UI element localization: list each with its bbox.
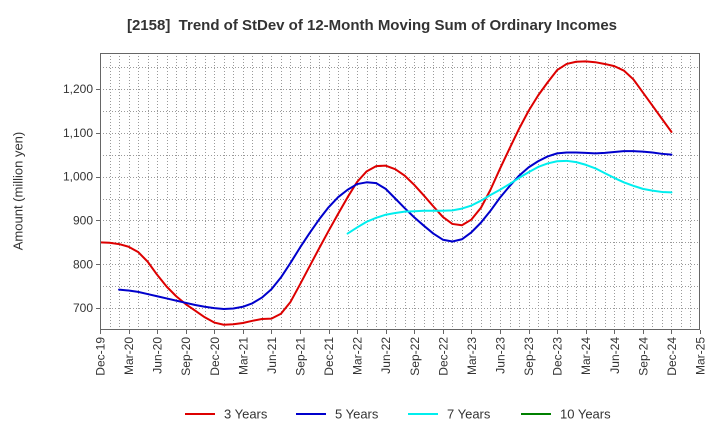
legend-label: 7 Years [447,407,491,422]
x-tick-label-jun-24: Jun-24 [608,337,622,374]
x-tick-label-dec-23: Dec-23 [551,337,565,376]
y-tick-label-900: 900 [73,213,93,227]
x-tick-label-mar-24: Mar-24 [579,337,593,375]
plot-background [100,53,700,330]
legend-item-10-years: 10 Years [521,407,611,422]
x-tick-label-mar-25: Mar-25 [694,337,708,375]
x-tick-label-sep-23: Sep-23 [522,337,536,376]
x-tick-label-sep-20: Sep-20 [179,337,193,376]
legend-item-3-years: 3 Years [185,407,268,422]
legend: 3 Years 5 Years 7 Years 10 Years [185,407,611,422]
legend-label: 10 Years [560,407,611,422]
x-tick-label-mar-21: Mar-21 [236,337,250,375]
x-tick-label-jun-20: Jun-20 [151,337,165,374]
x-tick-label-dec-24: Dec-24 [665,337,679,376]
x-tick-label-sep-22: Sep-22 [408,337,422,376]
chart-title: [2158] Trend of StDev of 12-Month Moving… [127,17,617,34]
x-tick-label-mar-22: Mar-22 [351,337,365,375]
x-axis: Dec-19 Mar-20 Jun-20 Sep-20 Dec-20 Mar-21 Jun-… [94,330,708,376]
y-tick-label-1200: 1,200 [63,82,93,96]
series-line-7-years [346,159,673,235]
series-line-5-years [118,150,673,310]
y-tick-label-1100: 1,100 [63,126,93,140]
y-tick-label-800: 800 [73,257,93,271]
plot-frame [100,53,700,330]
x-tick-label-sep-21: Sep-21 [294,337,308,376]
x-tick-label-dec-20: Dec-20 [208,337,222,376]
legend-label: 5 Years [335,407,379,422]
x-tick-label-dec-19: Dec-19 [94,337,108,376]
x-tick-label-sep-24: Sep-24 [636,337,650,376]
series-layer [100,60,673,326]
legend-item-5-years: 5 Years [296,407,379,422]
x-tick-label-jun-21: Jun-21 [265,337,279,374]
legend-item-7-years: 7 Years [408,407,491,422]
legend-label: 3 Years [224,407,268,422]
y-axis-label: Amount (million yen) [11,132,26,251]
x-tick-label-mar-23: Mar-23 [465,337,479,375]
y-tick-label-700: 700 [73,301,93,315]
y-tick-label-1000: 1,000 [63,170,93,184]
y-axis: 700 800 900 1,000 1,100 1,200 [63,82,100,315]
x-tick-label-dec-21: Dec-21 [322,337,336,376]
x-tick-label-jun-22: Jun-22 [379,337,393,374]
x-tick-label-mar-20: Mar-20 [122,337,136,375]
series-line-3-years [100,60,673,326]
x-tick-label-jun-23: Jun-23 [494,337,508,374]
x-tick-label-dec-22: Dec-22 [436,337,450,376]
